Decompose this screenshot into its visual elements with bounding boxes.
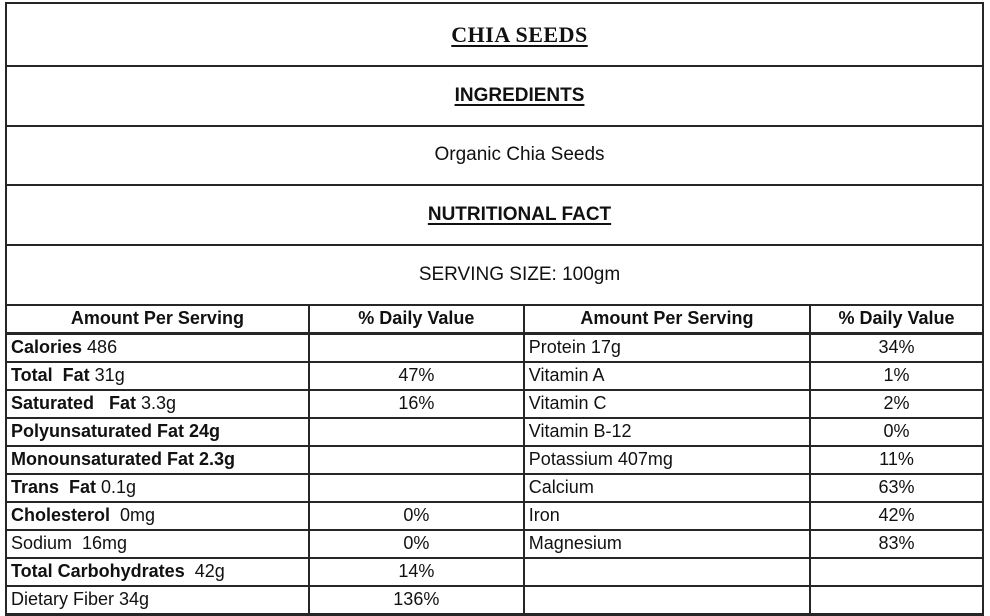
title-section: CHIA SEEDS INGREDIENTS Organic Chia Seed…	[5, 2, 984, 335]
text-run: Total Fat	[11, 365, 90, 386]
daily-value-right-cell: 0%	[809, 416, 984, 447]
nutrient-name-right-cell: Magnesium	[522, 528, 812, 559]
daily-value-left-cell: 16%	[307, 388, 525, 419]
daily-value-left-cell: 0%	[307, 500, 525, 531]
ingredients-heading-row: INGREDIENTS	[5, 64, 984, 127]
daily-value-right-cell	[809, 584, 984, 616]
nutrient-name-left-cell: Dietary Fiber 34g	[5, 584, 310, 616]
column-header-daily-value-left: % Daily Value	[307, 303, 525, 335]
text-run: Magnesium	[528, 533, 622, 554]
ingredients-heading-cell: INGREDIENTS	[5, 64, 984, 127]
daily-value-left-cell: 136%	[307, 584, 525, 616]
nutrition-heading: NUTRITIONAL FACT	[427, 204, 612, 226]
daily-value-right-cell	[809, 556, 984, 587]
text-run: Saturated Fat	[11, 393, 137, 414]
daily-value-right-cell: 63%	[809, 472, 984, 503]
nutrient-row: Total Carbohydrates 42g 14%	[5, 556, 984, 587]
ingredients-heading: INGREDIENTS	[454, 84, 585, 106]
daily-value-left-cell	[307, 332, 525, 363]
nutrient-rows: Calories 486 Protein 17g 34% Total Fat 31g 4…	[5, 332, 984, 616]
text-run: 0mg	[110, 505, 156, 526]
column-header-daily-value-right: % Daily Value	[809, 303, 984, 335]
nutrient-name-left-cell: Cholesterol 0mg	[5, 500, 310, 531]
product-title: CHIA SEEDS	[451, 21, 588, 47]
ingredients-value-cell: Organic Chia Seeds	[5, 124, 984, 187]
text-run: Protein 17g	[528, 337, 621, 358]
nutrient-row: Cholesterol 0mg 0% Iron 42%	[5, 500, 984, 531]
daily-value-right-cell: 34%	[809, 332, 984, 363]
daily-value-right-cell: 42%	[809, 500, 984, 531]
nutrient-name-left-cell: Total Carbohydrates 42g	[5, 556, 310, 587]
text-run: Vitamin A	[528, 365, 605, 386]
column-header-row: Amount Per Serving % Daily Value Amount …	[5, 303, 984, 335]
daily-value-left-cell	[307, 416, 525, 447]
nutrient-name-right-cell: Vitamin C	[522, 388, 812, 419]
daily-value-left-cell	[307, 444, 525, 475]
daily-value-left-cell: 47%	[307, 360, 525, 391]
nutrient-name-left-cell: Monounsaturated Fat 2.3g	[5, 444, 310, 475]
nutrient-name-left-cell: Calories 486	[5, 332, 310, 363]
nutrition-heading-row: NUTRITIONAL FACT	[5, 184, 984, 247]
nutrient-name-right-cell: Vitamin B-12	[522, 416, 812, 447]
text-run: Total Carbohydrates	[11, 561, 185, 582]
text-run: Polyunsaturated Fat 24g	[11, 421, 221, 442]
daily-value-right-cell: 2%	[809, 388, 984, 419]
nutrient-name-left-cell: Saturated Fat 3.3g	[5, 388, 310, 419]
nutrient-row: Dietary Fiber 34g 136%	[5, 584, 984, 616]
product-title-cell: CHIA SEEDS	[5, 2, 984, 67]
text-run: 42g	[184, 561, 225, 582]
nutrient-name-left-cell: Polyunsaturated Fat 24g	[5, 416, 310, 447]
text-run: Potassium 407mg	[528, 449, 673, 470]
text-run: Monounsaturated Fat 2.3g	[11, 449, 236, 470]
text-run: Iron	[528, 505, 560, 526]
daily-value-left-cell: 0%	[307, 528, 525, 559]
serving-size: SERVING SIZE: 100gm	[418, 263, 621, 285]
nutrient-row: Saturated Fat 3.3g 16% Vitamin C 2%	[5, 388, 984, 419]
ingredients-value-row: Organic Chia Seeds	[5, 124, 984, 187]
ingredients-value: Organic Chia Seeds	[434, 144, 605, 166]
product-title-row: CHIA SEEDS	[5, 2, 984, 67]
daily-value-right-cell: 83%	[809, 528, 984, 559]
nutrient-row: Calories 486 Protein 17g 34%	[5, 332, 984, 363]
nutrient-name-right-cell: Calcium	[522, 472, 812, 503]
nutrition-table: CHIA SEEDS INGREDIENTS Organic Chia Seed…	[5, 2, 984, 616]
nutrition-facts-document: CHIA SEEDS INGREDIENTS Organic Chia Seed…	[5, 2, 984, 616]
text-run: Vitamin B-12	[528, 421, 632, 442]
text-run: Trans Fat	[11, 477, 97, 498]
nutrient-name-left-cell: Total Fat 31g	[5, 360, 310, 391]
nutrient-name-right-cell	[522, 584, 812, 616]
text-run: 486	[82, 337, 118, 358]
nutrient-name-left-cell: Sodium 16mg	[5, 528, 310, 559]
text-run: Cholesterol	[11, 505, 111, 526]
nutrient-name-right-cell	[522, 556, 812, 587]
nutrient-name-right-cell: Potassium 407mg	[522, 444, 812, 475]
nutrient-row: Total Fat 31g 47% Vitamin A 1%	[5, 360, 984, 391]
text-run: Calories	[11, 337, 83, 358]
serving-size-row: SERVING SIZE: 100gm	[5, 244, 984, 306]
text-run: Sodium 16mg	[11, 533, 128, 554]
text-run: 31g	[89, 365, 125, 386]
nutrient-row: Polyunsaturated Fat 24g Vitamin B-12 0%	[5, 416, 984, 447]
daily-value-right-cell: 11%	[809, 444, 984, 475]
nutrient-row: Trans Fat 0.1g Calcium 63%	[5, 472, 984, 503]
daily-value-left-cell: 14%	[307, 556, 525, 587]
column-header-amount-right: Amount Per Serving	[522, 303, 812, 335]
serving-size-cell: SERVING SIZE: 100gm	[5, 244, 984, 306]
nutrient-name-right-cell: Vitamin A	[522, 360, 812, 391]
daily-value-right-cell: 1%	[809, 360, 984, 391]
text-run: Vitamin C	[528, 393, 607, 414]
text-run: Dietary Fiber 34g	[11, 589, 150, 610]
nutrient-row: Monounsaturated Fat 2.3g Potassium 407mg 1…	[5, 444, 984, 475]
nutrient-name-right-cell: Iron	[522, 500, 812, 531]
text-run: Calcium	[528, 477, 594, 498]
nutrient-name-right-cell: Protein 17g	[522, 332, 812, 363]
daily-value-left-cell	[307, 472, 525, 503]
nutrition-heading-cell: NUTRITIONAL FACT	[5, 184, 984, 247]
nutrient-name-left-cell: Trans Fat 0.1g	[5, 472, 310, 503]
text-run: 3.3g	[136, 393, 177, 414]
column-header-amount-left: Amount Per Serving	[5, 303, 310, 335]
nutrient-row: Sodium 16mg 0% Magnesium 83%	[5, 528, 984, 559]
text-run: 0.1g	[96, 477, 137, 498]
